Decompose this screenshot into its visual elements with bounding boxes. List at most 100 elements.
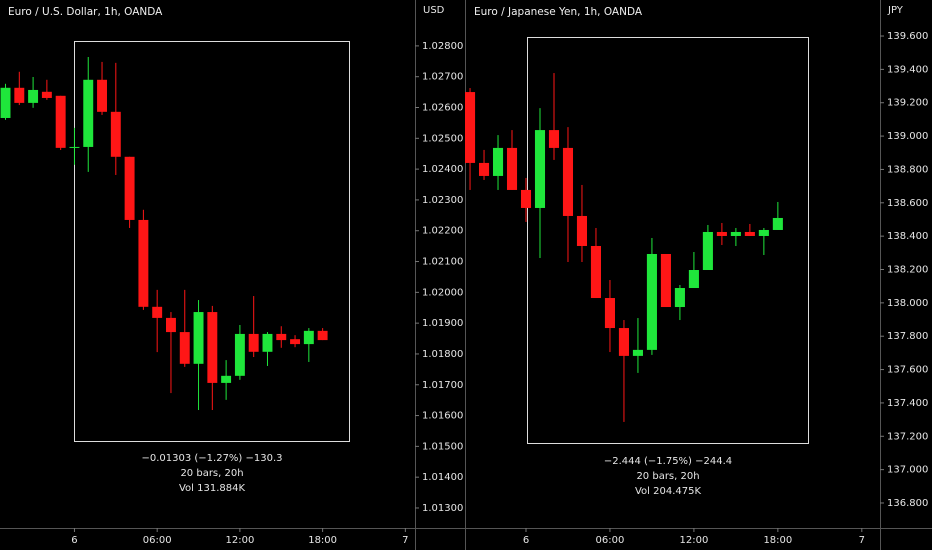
candle-body: [506, 147, 518, 190]
measure-box: [527, 37, 809, 444]
measure-label: Vol 204.475K: [635, 486, 701, 497]
candle-body: [478, 162, 490, 176]
candle-body: [688, 270, 699, 289]
y-tick-label: 138.600: [887, 198, 928, 209]
y-tick-label: 139.000: [887, 131, 928, 142]
candle-body: [632, 349, 643, 356]
candle-body: [41, 91, 52, 98]
y-tick-label: 1.01900: [422, 318, 463, 329]
candle-body: [69, 146, 80, 148]
candle-body: [702, 231, 713, 271]
candle-body: [207, 312, 218, 383]
candle-body: [97, 79, 107, 112]
y-tick-label: 137.400: [887, 398, 928, 409]
candle-body: [317, 330, 328, 341]
y-tick-label: 1.01500: [422, 441, 463, 452]
x-tick-label: 7: [859, 535, 865, 546]
x-tick-label: 7: [402, 535, 408, 546]
candle-body: [744, 231, 755, 236]
candle-body: [276, 333, 287, 341]
y-tick-label: 1.01700: [422, 380, 463, 391]
x-tick-label: 06:00: [596, 535, 625, 546]
y-tick-label: 138.800: [887, 164, 928, 175]
candle-body: [55, 95, 66, 148]
chart-title: Euro / Japanese Yen, 1h, OANDA: [474, 6, 643, 18]
candle-body: [138, 219, 149, 307]
y-tick-label: 138.400: [887, 231, 928, 242]
y-tick-label: 1.01300: [422, 503, 463, 514]
candle-body: [772, 217, 783, 230]
measure-label: −2.444 (−1.75%) −244.4: [604, 456, 732, 467]
y-tick-label: 1.02300: [422, 195, 463, 206]
candle-body: [604, 298, 615, 329]
y-tick-label: 1.02000: [422, 287, 463, 298]
candle-body: [234, 333, 245, 376]
measure-box: [74, 41, 350, 442]
y-tick-label: 137.000: [887, 465, 928, 476]
candle-body: [262, 333, 273, 352]
candle-body: [193, 312, 204, 364]
candle-body: [110, 111, 121, 157]
x-tick-label: 12:00: [225, 535, 254, 546]
y-tick-label: 1.02600: [422, 103, 463, 114]
x-tick-label: 18:00: [308, 535, 337, 546]
x-tick-label: 18:00: [763, 535, 792, 546]
candle-body: [646, 253, 657, 350]
y-tick-label: 1.02400: [422, 164, 463, 175]
candle-body: [674, 288, 685, 308]
x-tick-label: 06:00: [143, 535, 172, 546]
candle-body: [124, 156, 135, 220]
y-tick-label: 1.02700: [422, 72, 463, 83]
candle-body: [0, 87, 11, 118]
measure-label: 20 bars, 20h: [180, 468, 243, 479]
y-tick-label: 1.02100: [422, 257, 463, 268]
candle-body: [179, 332, 190, 364]
x-tick-label: 6: [523, 535, 529, 546]
y-tick-label: 1.01800: [422, 349, 463, 360]
y-tick-label: 138.200: [887, 265, 928, 276]
candle-body: [248, 333, 259, 352]
measure-label: 20 bars, 20h: [636, 471, 699, 482]
candle-body: [534, 130, 546, 208]
candle-body: [83, 79, 94, 147]
candle-body: [520, 189, 532, 208]
measure-label: −0.01303 (−1.27%) −130.3: [141, 453, 282, 464]
candle-body: [290, 339, 301, 345]
y-axis-label: USD: [423, 5, 445, 16]
candle-body: [465, 92, 476, 163]
y-tick-label: 1.01400: [422, 472, 463, 483]
candle-body: [576, 215, 588, 246]
y-tick-label: 139.200: [887, 98, 928, 109]
candle-body: [590, 245, 602, 299]
candle-body: [166, 317, 176, 333]
y-tick-label: 137.800: [887, 331, 928, 342]
measure-label: Vol 131.884K: [179, 483, 245, 494]
y-tick-label: 1.02800: [422, 41, 463, 52]
candle-body: [303, 330, 314, 345]
y-tick-label: 137.600: [887, 365, 928, 376]
y-tick-label: 1.01600: [422, 411, 463, 422]
y-axis-label: JPY: [887, 5, 904, 16]
candle-body: [660, 253, 671, 308]
candle-body: [548, 130, 560, 148]
candle-body: [152, 306, 163, 318]
y-tick-label: 1.02500: [422, 133, 463, 144]
candle-body: [758, 229, 769, 236]
y-tick-label: 138.000: [887, 298, 928, 309]
y-tick-label: 139.600: [887, 31, 928, 42]
candle-body: [730, 231, 741, 236]
y-tick-label: 1.02200: [422, 226, 463, 237]
y-tick-label: 136.800: [887, 498, 928, 509]
x-tick-label: 6: [71, 535, 77, 546]
y-tick-label: 137.200: [887, 431, 928, 442]
x-tick-label: 12:00: [679, 535, 708, 546]
candle-body: [221, 375, 232, 383]
chart-title: Euro / U.S. Dollar, 1h, OANDA: [8, 6, 163, 18]
candle-body: [618, 328, 629, 356]
candle-body: [28, 89, 39, 103]
candle-body: [492, 147, 504, 176]
candle-body: [14, 87, 25, 103]
y-tick-label: 139.400: [887, 64, 928, 75]
candle-body: [562, 147, 574, 216]
